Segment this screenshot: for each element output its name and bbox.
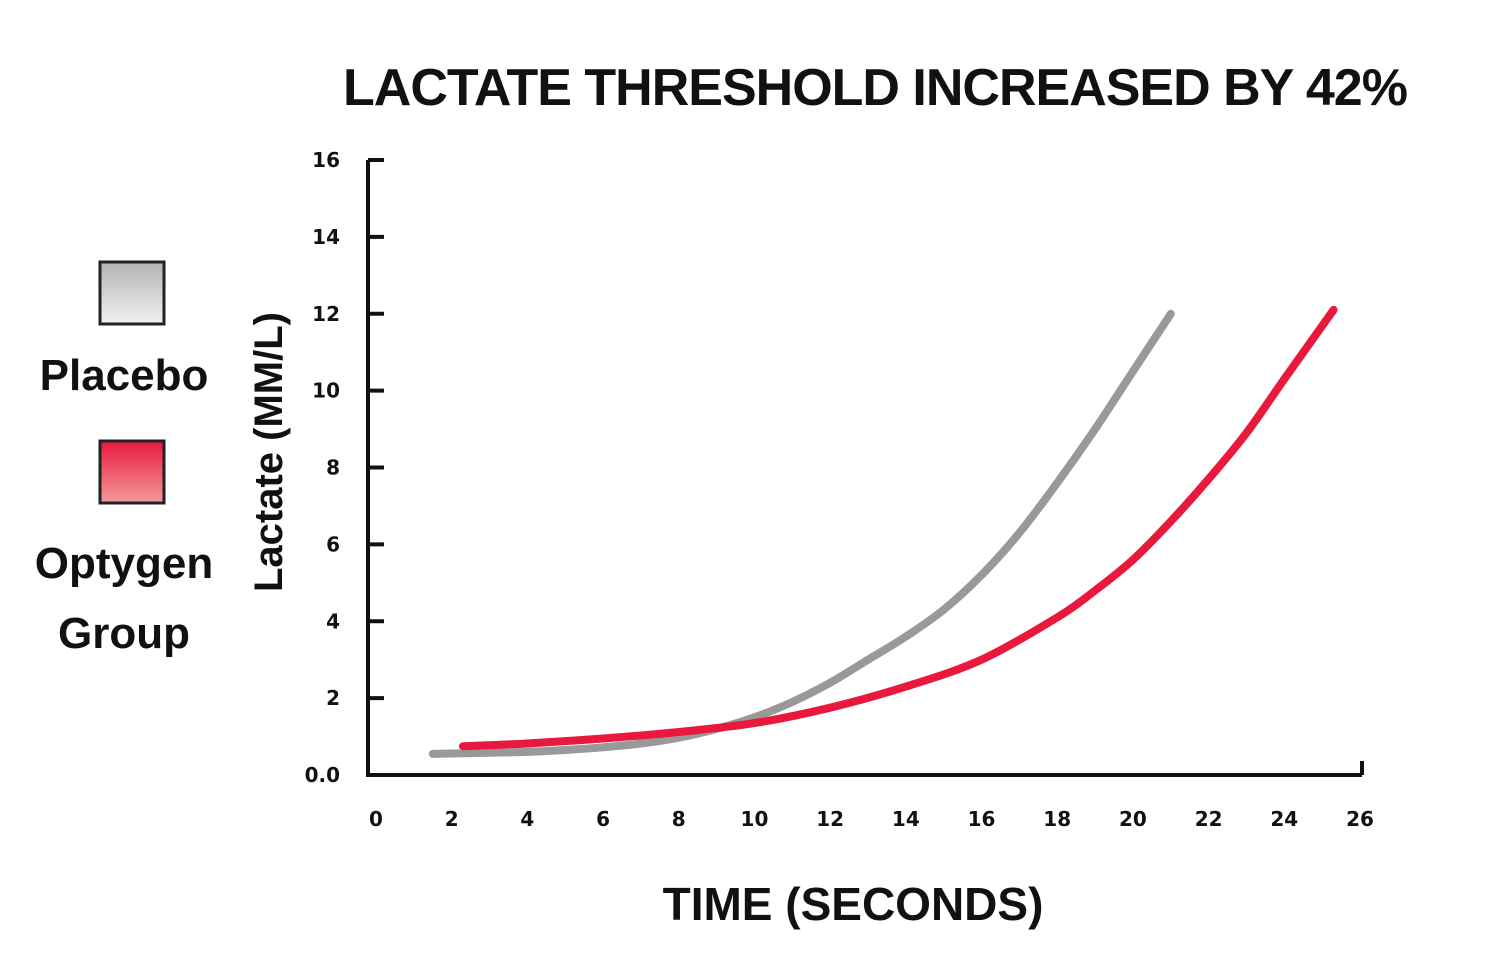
y-axis-label: Lactate (MM/L) [247, 312, 291, 592]
x-tick-label: 26 [1346, 807, 1374, 831]
x-tick-label: 0 [369, 807, 383, 831]
y-tick-label: 0.0 [305, 763, 340, 787]
series-layer [428, 305, 1338, 758]
chart-title: LACTATE THRESHOLD INCREASED BY 42% [343, 59, 1407, 117]
y-tick-label: 10 [312, 379, 340, 403]
y-tick-label: 12 [312, 302, 340, 326]
y-tick-label: 6 [326, 532, 340, 556]
axes [366, 160, 1364, 777]
x-tick-label: 4 [520, 807, 534, 831]
x-tick-label: 2 [445, 807, 459, 831]
y-tick-label: 4 [326, 609, 340, 633]
x-tick-label: 20 [1119, 807, 1147, 831]
y-ticks: 0.0 2 4 6 8 10 12 14 16 [305, 148, 384, 787]
x-ticks: 0 2 4 6 8 10 12 14 16 18 20 22 24 26 [369, 807, 1374, 831]
x-tick-label: 24 [1270, 807, 1298, 831]
x-tick-label: 6 [596, 807, 610, 831]
x-tick-label: 10 [741, 807, 769, 831]
x-tick-label: 18 [1043, 807, 1071, 831]
legend-swatch-optygen [98, 439, 166, 505]
x-tick-label: 22 [1195, 807, 1223, 831]
x-tick-label: 12 [816, 807, 844, 831]
legend-label-placebo: Placebo [40, 351, 209, 400]
x-tick-label: 16 [968, 807, 996, 831]
y-tick-label: 16 [312, 148, 340, 172]
legend-swatch-placebo [98, 260, 166, 326]
y-tick-label: 8 [326, 456, 340, 480]
y-tick-label: 14 [312, 225, 340, 249]
x-axis-label: TIME (SECONDS) [663, 878, 1044, 930]
legend: Placebo Optygen Group [35, 260, 213, 658]
series-line-placebo [428, 309, 1175, 758]
legend-label-optygen: Optygen Group [35, 539, 213, 658]
series-line-optygen [459, 305, 1338, 751]
x-tick-label: 8 [672, 807, 686, 831]
x-tick-label: 14 [892, 807, 920, 831]
y-tick-label: 2 [326, 686, 340, 710]
